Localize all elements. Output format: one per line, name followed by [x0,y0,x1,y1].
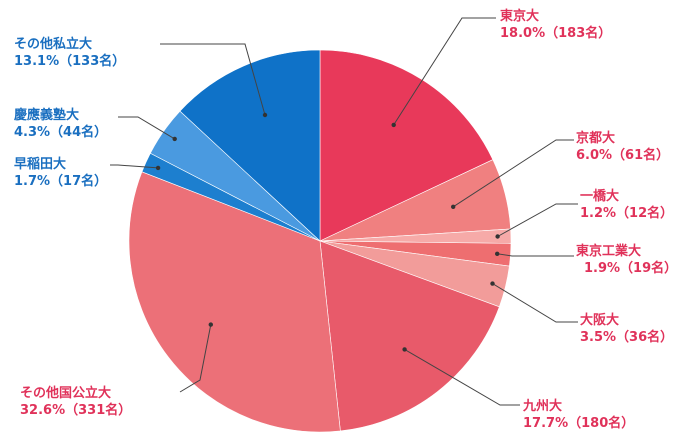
pie-slices [128,49,512,433]
label-waseda: 早稲田大 1.7%（17名） [14,156,107,190]
label-name: 一橋大 [580,189,620,204]
leader-dot-9 [262,112,268,118]
leader-dot-1 [451,204,456,209]
leader-dot-8 [172,136,177,142]
leader-dot-7 [155,165,161,171]
label-value: 13.1%（133名） [14,54,126,69]
label-name: 東京大 [500,9,540,24]
label-value: 6.0%（61名） [576,148,670,163]
label-kyodai: 京都大 6.0%（61名） [576,130,669,164]
label-other-private: その他私立大 13.1%（133名） [14,36,125,70]
leader-dot-2 [495,234,500,239]
leader-line-8 [118,116,175,140]
leader-line-3 [497,253,574,257]
label-name: 早稲田大 [14,157,67,172]
leader-line-9 [160,43,266,116]
label-name: 九州大 [523,399,563,414]
pie-slice-5 [319,240,500,432]
label-value: 1.7%（17名） [14,174,108,189]
pie-slice-6 [128,171,341,433]
label-value: 4.3%（44名） [14,125,108,140]
label-tokodai: 東京工業大 1.9%（19名） [576,243,677,277]
label-kyudai: 九州大 17.7%（180名） [523,398,634,432]
label-value: 1.9%（19名） [584,261,678,276]
label-hitotsubashi: 一橋大 1.2%（12名） [580,188,673,222]
label-value: 17.7%（180名） [523,416,635,431]
leader-dot-0 [391,122,396,128]
label-name: その他私立大 [14,37,93,52]
leader-line-6 [179,324,212,393]
label-other-national: その他国公立大 32.6%（331名） [20,385,131,419]
label-todai: 東京大 18.0%（183名） [500,8,611,42]
leader-dot-5 [402,347,407,352]
label-name: 慶應義塾大 [14,108,80,123]
leader-line-7 [110,164,159,169]
leader-dot-4 [490,281,495,286]
leader-dot-6 [208,322,213,327]
label-keio: 慶應義塾大 4.3%（44名） [14,107,107,141]
label-value: 32.6%（331名） [20,403,132,418]
leader-line-2 [497,203,578,237]
label-name: 大阪大 [580,313,620,328]
label-name: その他国公立大 [20,386,112,401]
leader-dot-3 [495,251,500,256]
label-name: 東京工業大 [576,244,642,259]
pie-slice-9 [179,49,321,242]
label-handai: 大阪大 3.5%（36名） [580,312,673,346]
leader-line-0 [393,17,496,126]
label-name: 京都大 [576,131,616,146]
label-value: 3.5%（36名） [580,330,674,345]
label-value: 18.0%（183名） [500,26,612,41]
leader-lines [110,17,578,406]
leader-line-1 [452,139,574,208]
leader-line-5 [404,348,520,406]
leader-line-4 [492,283,578,323]
label-value: 1.2%（12名） [580,206,674,221]
